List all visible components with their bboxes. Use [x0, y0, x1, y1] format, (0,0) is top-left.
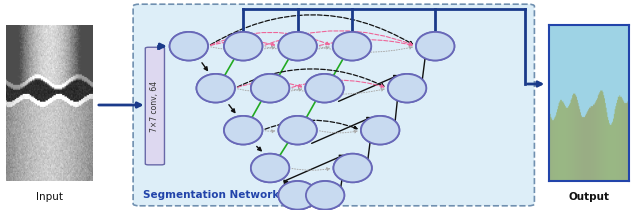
Text: Input: Input [36, 192, 63, 202]
Ellipse shape [278, 181, 317, 210]
Ellipse shape [416, 32, 454, 60]
Ellipse shape [416, 32, 454, 60]
Ellipse shape [278, 181, 317, 210]
Ellipse shape [251, 74, 289, 102]
Ellipse shape [278, 116, 317, 144]
Ellipse shape [388, 74, 426, 102]
Text: Output: Output [568, 192, 609, 202]
Ellipse shape [361, 116, 399, 144]
Ellipse shape [224, 32, 262, 60]
FancyBboxPatch shape [133, 4, 534, 206]
Ellipse shape [305, 74, 344, 102]
Ellipse shape [251, 74, 289, 102]
Ellipse shape [278, 32, 317, 60]
Ellipse shape [388, 74, 426, 102]
Ellipse shape [278, 116, 317, 144]
Ellipse shape [333, 154, 372, 182]
Ellipse shape [196, 74, 235, 102]
Ellipse shape [224, 116, 262, 144]
Ellipse shape [170, 32, 208, 60]
Text: Segmentation Network: Segmentation Network [143, 189, 279, 200]
Ellipse shape [278, 32, 317, 60]
Ellipse shape [305, 74, 344, 102]
Ellipse shape [333, 32, 371, 60]
Ellipse shape [333, 154, 372, 182]
Ellipse shape [361, 116, 399, 144]
Ellipse shape [251, 154, 289, 182]
Text: 7×7 conv, 64: 7×7 conv, 64 [150, 80, 159, 132]
Ellipse shape [224, 116, 262, 144]
Ellipse shape [306, 181, 344, 210]
FancyBboxPatch shape [145, 47, 164, 165]
Ellipse shape [333, 32, 371, 60]
Ellipse shape [251, 154, 289, 182]
Ellipse shape [224, 32, 262, 60]
Ellipse shape [170, 32, 208, 60]
Ellipse shape [306, 181, 344, 210]
Ellipse shape [196, 74, 235, 102]
